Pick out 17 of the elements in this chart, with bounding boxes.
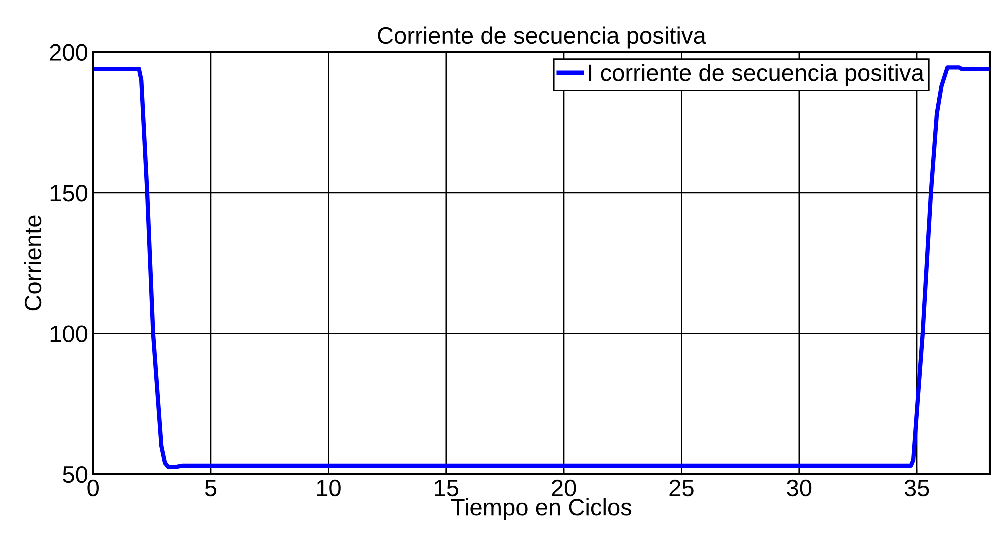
y-tick-label: 50	[63, 466, 88, 484]
line-series	[93, 66, 990, 470]
x-tick-label: 20	[552, 480, 576, 497]
x-tick-label: 30	[787, 480, 812, 497]
x-tick-label: 15	[435, 480, 459, 497]
x-tick-label: 25	[670, 480, 694, 497]
y-axis-title: Corriente	[24, 216, 42, 311]
x-tick-label: 35	[904, 480, 930, 497]
legend-label: I corriente de secuencia positiva	[589, 64, 924, 86]
x-tick-label: 10	[317, 480, 341, 497]
y-tick-label: 150	[50, 185, 88, 202]
x-tick-label: 5	[205, 480, 217, 497]
y-tick-label: 100	[50, 326, 88, 342]
x-tick-label: 0	[88, 480, 99, 497]
x-axis-title: Tiempo en Ciclos	[451, 498, 632, 520]
y-tick-label: 200	[50, 44, 88, 62]
chart-title: Corriente de secuencia positiva	[378, 26, 706, 49]
